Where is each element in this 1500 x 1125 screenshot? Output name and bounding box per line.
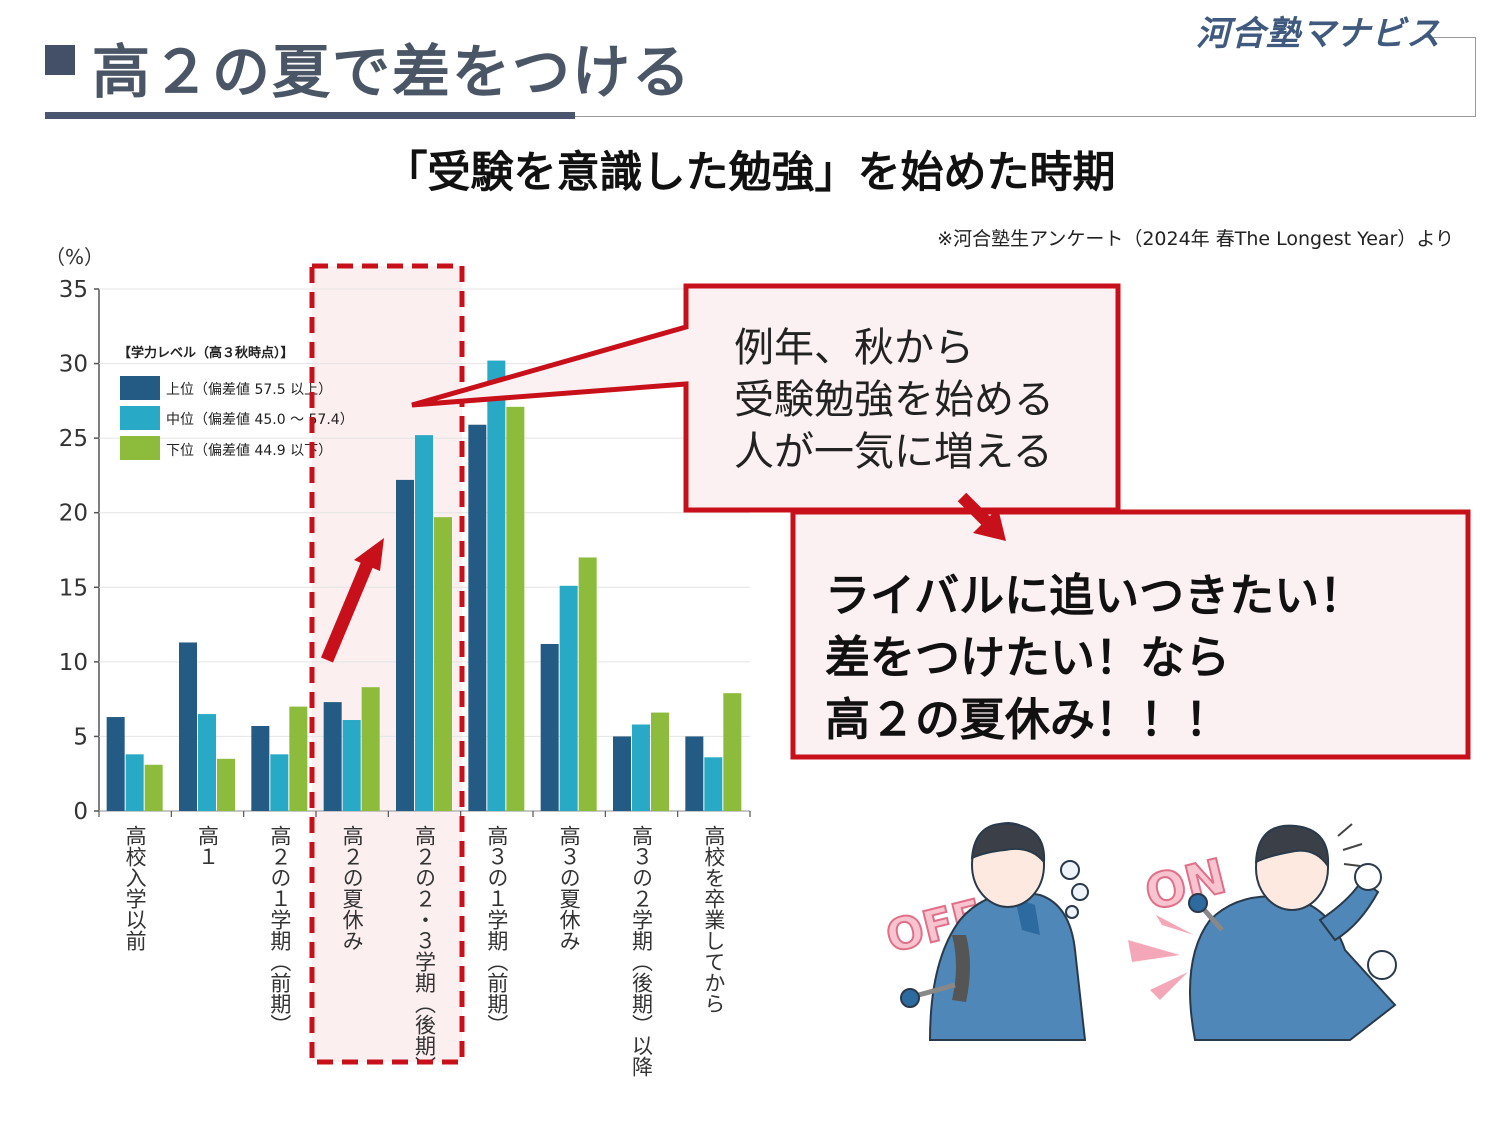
legend-label-upper: 上位（偏差値 57.5 以上）: [166, 382, 332, 398]
y-tick-label: 35: [59, 277, 88, 303]
x-tick-label: 高３の夏休み: [557, 825, 581, 951]
bar-middle: [559, 585, 578, 811]
legend-swatch-middle: [120, 406, 160, 430]
callout-secondary-text: ライバルに追いつきたい！ 差をつけたい！なら 高２の夏休み！！！: [825, 565, 1364, 751]
callout-primary-line: 例年、秋から: [734, 325, 974, 371]
bar-upper: [540, 643, 559, 811]
x-tick-label: 高２の１学期（前期）: [268, 825, 292, 1035]
bar-middle: [704, 757, 723, 811]
x-tick-label: 高１: [196, 825, 220, 867]
legend-label-lower: 下位（偏差値 44.9 以下）: [166, 443, 332, 459]
bar-middle: [270, 754, 289, 811]
callout-primary-line: 受験勉強を始める: [734, 377, 1054, 423]
legend-swatch-upper: [120, 376, 160, 400]
bar-lower: [289, 706, 308, 811]
callout-primary-line: 人が一気に増える: [734, 429, 1053, 475]
off-person-illustration: OFF: [880, 822, 1089, 1041]
bar-lower: [651, 712, 669, 811]
callout-box-primary: [411, 283, 1121, 513]
callout-box-secondary: [790, 509, 1471, 760]
y-tick-label: 30: [59, 352, 88, 378]
legend-swatch-lower: [120, 436, 160, 460]
y-tick-labels: 0 5 10 15 20 25 30 35: [59, 277, 88, 825]
x-tick-label: 高２の２・３学期（後期）: [413, 825, 437, 1077]
bar-middle: [632, 724, 650, 811]
y-tick-label: 0: [73, 799, 88, 825]
y-tick-label: 10: [59, 650, 88, 676]
bar-middle: [415, 435, 433, 811]
y-axis-label: （%）: [45, 245, 104, 269]
page-title: 高２の夏で差をつける: [92, 38, 693, 106]
bar-upper: [613, 736, 631, 811]
bar-lower: [723, 693, 742, 811]
bar-middle: [125, 754, 144, 811]
down-right-arrow-icon: [957, 492, 1006, 541]
bar-lower: [578, 557, 597, 811]
bar-lower: [217, 758, 235, 811]
y-tick-label: 25: [59, 426, 88, 452]
chart-title: 「受験を意識した勉強」を始めた時期: [384, 148, 1116, 198]
title-underline: [45, 112, 575, 119]
title-bullet-square: [45, 45, 75, 75]
highlight-dashed-border: [309, 263, 465, 1065]
brand-logo: 河合塾マナビス: [1196, 14, 1441, 54]
bar-upper: [468, 424, 487, 811]
bar-upper: [396, 479, 414, 811]
x-tick-label: 高校を卒業してから: [702, 825, 726, 1014]
x-tick-label: 高３の１学期（前期）: [485, 825, 509, 1035]
on-person-illustration: ON: [1128, 823, 1397, 1041]
header-rule: [575, 116, 1476, 117]
callout-secondary-line: 高２の夏休み！！！: [825, 693, 1231, 746]
bar-upper: [106, 717, 125, 811]
bar-upper: [323, 702, 342, 811]
chart-legend: 【学力レベル（高３秋時点）】 上位（偏差値 57.5 以上） 中位（偏差値 45…: [118, 345, 354, 460]
y-tick-label: 15: [59, 575, 88, 601]
trend-arrow-icon: [321, 538, 384, 663]
y-tick-label: 20: [59, 501, 88, 527]
bar-lower: [506, 406, 525, 811]
chart-bars: [106, 360, 742, 811]
bar-upper: [685, 736, 704, 811]
x-tick-label: 高校入学以前: [123, 825, 147, 951]
callout-primary-text: 例年、秋から 受験勉強を始める 人が一気に増える: [734, 322, 1054, 478]
bar-lower: [144, 764, 163, 811]
bar-upper: [179, 642, 197, 811]
y-tick-label: 5: [73, 724, 88, 750]
bar-middle: [198, 714, 216, 811]
on-label: ON: [1140, 848, 1232, 922]
header-rule: [1475, 37, 1476, 117]
callout-secondary-line: 差をつけたい！なら: [825, 631, 1231, 684]
legend-label-middle: 中位（偏差値 45.0 ～ 57.4）: [166, 412, 354, 428]
header-rule: [1420, 37, 1476, 38]
legend-title: 【学力レベル（高３秋時点）】: [118, 345, 294, 361]
source-note: ※河合塾生アンケート（2024年 春The Longest Year）より: [937, 228, 1454, 250]
x-tick-labels: 高校入学以前 高１ 高２の１学期（前期） 高２の夏休み 高２の２・３学期（後期） 高３の１…: [123, 825, 726, 1077]
bar-lower: [434, 517, 452, 811]
x-tick-label: 高２の夏休み: [340, 825, 364, 951]
x-tick-label: 高３の２学期（後期）以降: [630, 825, 654, 1077]
bar-middle: [342, 720, 361, 811]
bar-lower: [361, 687, 380, 811]
callout-secondary-line: ライバルに追いつきたい！: [825, 569, 1365, 622]
bar-middle: [487, 360, 506, 811]
bar-upper: [251, 725, 270, 811]
